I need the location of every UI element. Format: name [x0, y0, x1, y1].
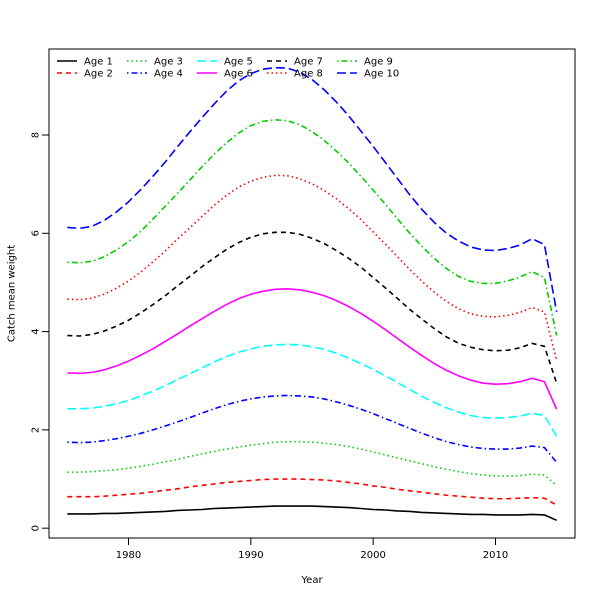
legend-label-5: Age 5 [224, 57, 253, 68]
legend-label-1: Age 1 [84, 57, 113, 68]
series-line-6 [67, 288, 558, 410]
legend-label-4: Age 4 [154, 69, 183, 80]
y-tick-label: 4 [31, 328, 42, 334]
series-line-1 [67, 505, 557, 522]
y-tick-label: 6 [31, 230, 42, 236]
series-line-2 [67, 478, 558, 506]
series-line-9 [67, 118, 558, 336]
series-line-10 [67, 66, 558, 313]
legend-label-2: Age 2 [84, 69, 113, 80]
series-line-5 [67, 343, 558, 437]
x-tick-label: 1980 [116, 550, 141, 561]
x-tick-label: 1990 [238, 550, 263, 561]
legend-label-6: Age 6 [224, 69, 253, 80]
legend-label-3: Age 3 [154, 57, 183, 68]
y-tick-label: 2 [31, 427, 42, 433]
x-axis-title: Year [300, 575, 323, 586]
legend-label-8: Age 8 [294, 69, 323, 80]
series-line-8 [67, 174, 558, 361]
plot-frame [48, 48, 576, 539]
y-axis-title: Catch mean weight [7, 245, 18, 342]
series-line-7 [67, 231, 558, 384]
x-tick-label: 2000 [360, 550, 385, 561]
legend-label-7: Age 7 [294, 57, 323, 68]
y-tick-label: 8 [31, 132, 42, 138]
series-line-3 [67, 440, 558, 487]
y-tick-label: 0 [31, 525, 42, 531]
x-tick-label: 2010 [483, 550, 508, 561]
legend-label-9: Age 9 [364, 57, 393, 68]
legend-label-10: Age 10 [364, 69, 399, 80]
series-line-4 [67, 394, 558, 463]
